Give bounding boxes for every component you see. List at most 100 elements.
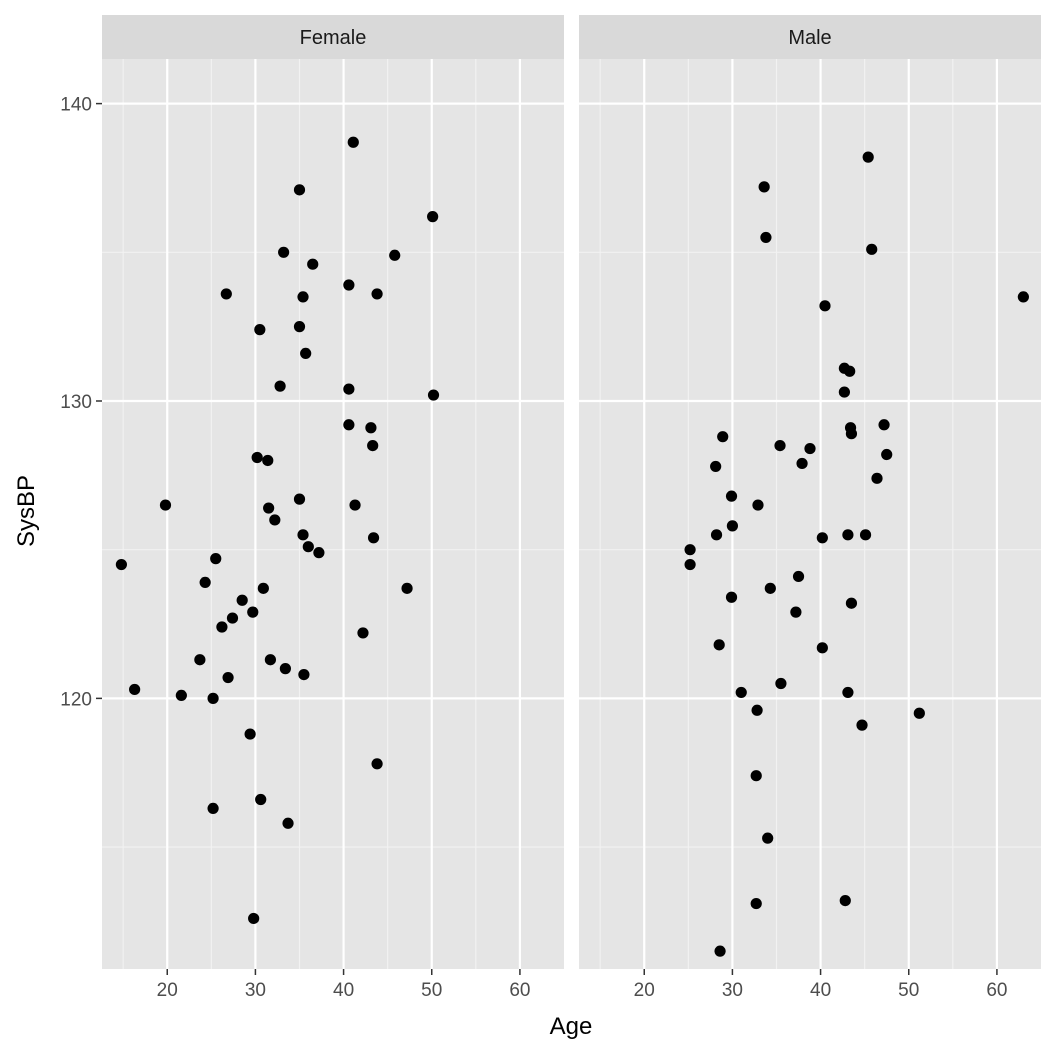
data-point <box>262 454 274 467</box>
data-point <box>194 654 206 666</box>
data-point <box>222 671 234 684</box>
data-point <box>816 532 828 544</box>
data-point <box>775 677 787 690</box>
y-tick-label: 130 <box>60 392 92 413</box>
data-point <box>357 627 369 639</box>
data-point <box>792 570 805 583</box>
data-point <box>427 211 439 223</box>
data-point <box>842 686 854 699</box>
data-point <box>839 895 851 907</box>
data-point <box>710 460 722 473</box>
data-point <box>307 258 319 270</box>
data-point <box>871 472 883 484</box>
data-point <box>842 529 854 541</box>
data-point <box>254 324 266 336</box>
strip-female <box>102 15 564 59</box>
data-point <box>365 422 377 434</box>
data-point <box>263 502 275 514</box>
data-point <box>760 231 772 244</box>
data-point <box>1017 291 1029 303</box>
data-point <box>371 758 383 770</box>
data-point <box>269 514 281 526</box>
data-point <box>913 707 925 719</box>
data-point <box>764 582 776 594</box>
data-point <box>844 365 856 377</box>
data-point <box>838 386 850 398</box>
y-tick-label: 140 <box>60 95 92 116</box>
data-point <box>714 945 726 957</box>
data-point <box>750 770 762 782</box>
y-axis: 120 130 140 <box>60 95 102 710</box>
data-point <box>790 606 802 618</box>
data-point <box>343 383 355 395</box>
panel-male: Male 20 30 40 50 60 <box>579 15 1041 1001</box>
x-tick-label: 20 <box>634 980 655 1001</box>
data-point <box>293 493 306 505</box>
x-tick-label: 30 <box>245 980 266 1001</box>
data-point <box>248 912 260 925</box>
data-point <box>129 683 141 696</box>
data-point <box>279 663 291 675</box>
data-point <box>257 582 269 594</box>
data-point <box>710 529 723 541</box>
data-point <box>427 389 440 401</box>
data-point <box>758 181 770 193</box>
strip-label-male: Male <box>788 27 831 49</box>
data-point <box>367 532 380 544</box>
x-tick-label: 40 <box>333 980 354 1001</box>
data-point <box>819 300 831 312</box>
data-point <box>244 728 256 740</box>
panel-background-male <box>579 59 1041 969</box>
data-point <box>298 668 310 681</box>
data-point <box>713 639 725 651</box>
data-point <box>762 832 774 844</box>
data-point <box>881 448 893 461</box>
strip-label-female: Female <box>300 27 367 49</box>
data-point <box>816 642 828 654</box>
data-point <box>251 451 263 464</box>
x-tick-label: 30 <box>722 980 743 1001</box>
data-point <box>313 547 325 559</box>
panel-female: Female 20 30 40 50 60 <box>102 15 564 1001</box>
data-point <box>347 136 359 148</box>
data-point <box>845 597 858 609</box>
data-point <box>210 553 222 565</box>
data-point <box>236 594 248 606</box>
data-point <box>796 457 808 470</box>
data-point <box>804 442 816 455</box>
data-point <box>297 529 309 541</box>
data-point <box>343 279 355 291</box>
data-point <box>293 184 306 196</box>
data-point <box>216 621 228 633</box>
data-point <box>343 419 355 431</box>
data-point <box>751 704 763 716</box>
data-point <box>725 490 738 502</box>
data-point <box>684 544 696 556</box>
data-point <box>293 321 306 333</box>
data-point <box>684 558 696 571</box>
x-tick-label: 20 <box>157 980 178 1001</box>
data-point <box>371 288 383 300</box>
data-point <box>207 802 219 815</box>
data-point <box>226 612 239 624</box>
data-point <box>750 897 762 910</box>
data-point <box>278 246 290 258</box>
data-point <box>845 428 858 440</box>
x-axis-title: Age <box>550 1013 593 1040</box>
data-point <box>862 151 874 163</box>
data-point <box>255 793 267 806</box>
x-tick-label: 60 <box>986 980 1007 1001</box>
y-axis-title: SysBP <box>13 475 40 547</box>
data-point <box>282 817 294 829</box>
data-point <box>401 582 413 594</box>
data-point <box>717 431 729 443</box>
data-point <box>389 249 401 261</box>
data-point <box>264 654 277 666</box>
data-point <box>349 499 361 511</box>
data-point <box>725 591 738 603</box>
data-point <box>274 380 286 392</box>
data-point <box>199 576 211 588</box>
strip-male <box>579 15 1041 59</box>
data-point <box>774 440 786 452</box>
data-point <box>866 243 878 255</box>
